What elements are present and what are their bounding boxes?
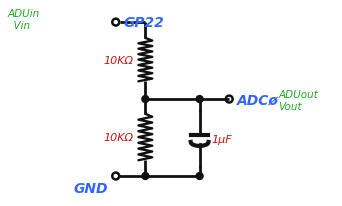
Text: ADCø: ADCø bbox=[237, 93, 279, 107]
Text: 10KΩ: 10KΩ bbox=[104, 55, 133, 65]
Circle shape bbox=[142, 96, 149, 103]
Text: GP22: GP22 bbox=[124, 16, 165, 30]
Circle shape bbox=[196, 96, 203, 103]
Circle shape bbox=[142, 173, 149, 180]
Text: GND: GND bbox=[73, 181, 108, 195]
Circle shape bbox=[196, 173, 203, 180]
Text: ADUin
  Vin: ADUin Vin bbox=[7, 9, 39, 31]
Text: 1μF: 1μF bbox=[211, 134, 232, 144]
Text: ADUout
Vout: ADUout Vout bbox=[278, 90, 318, 111]
Text: 10KΩ: 10KΩ bbox=[104, 132, 133, 142]
